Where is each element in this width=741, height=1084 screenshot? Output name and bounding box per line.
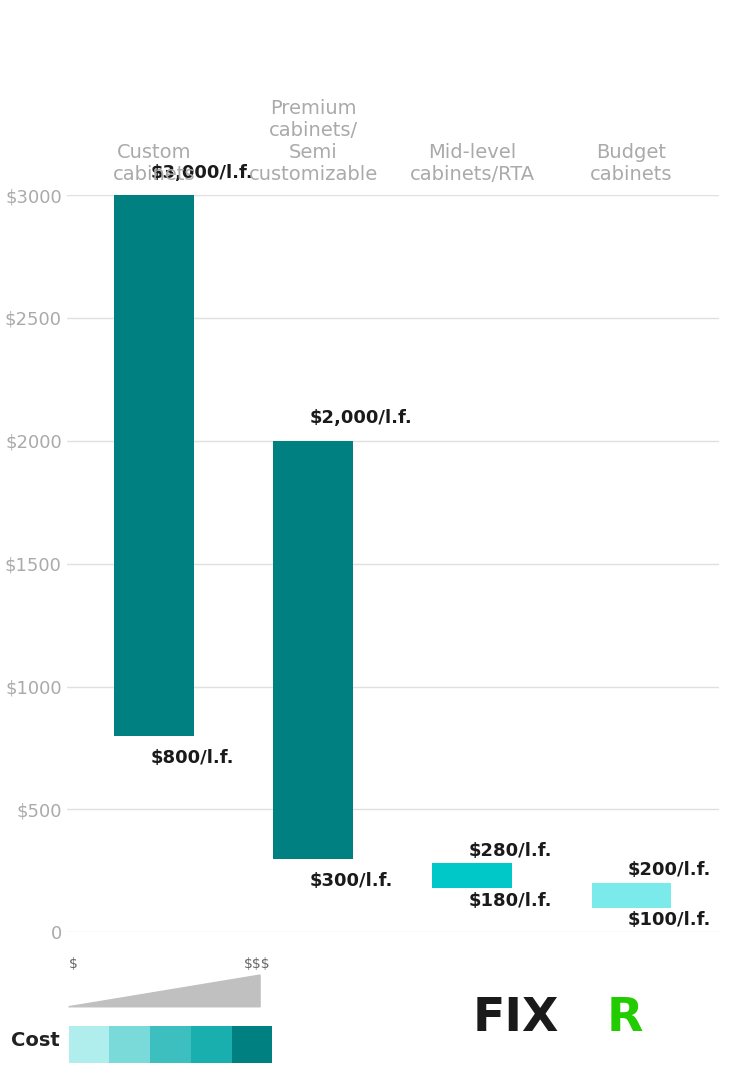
Text: R: R <box>606 996 642 1042</box>
Text: $280/l.f.: $280/l.f. <box>469 842 553 860</box>
Text: $180/l.f.: $180/l.f. <box>469 892 553 909</box>
Text: Cost: Cost <box>12 1031 60 1050</box>
Bar <box>68 1027 110 1062</box>
Text: $800/l.f.: $800/l.f. <box>151 749 234 767</box>
Bar <box>591 883 671 907</box>
Text: $$$: $$$ <box>244 957 270 971</box>
Text: FIX: FIX <box>473 996 559 1042</box>
Bar <box>114 195 194 736</box>
Text: Premium
cabinets/
Semi
customizable: Premium cabinets/ Semi customizable <box>248 100 378 184</box>
Text: $2,000/l.f.: $2,000/l.f. <box>310 410 413 427</box>
Bar <box>433 864 512 888</box>
Text: $100/l.f.: $100/l.f. <box>628 912 711 929</box>
Bar <box>231 1027 273 1062</box>
Bar <box>191 1027 231 1062</box>
Text: $: $ <box>68 957 77 971</box>
Bar <box>273 441 353 859</box>
Text: Budget
cabinets: Budget cabinets <box>590 143 673 184</box>
Text: Mid-level
cabinets/RTA: Mid-level cabinets/RTA <box>410 143 535 184</box>
Text: $200/l.f.: $200/l.f. <box>628 862 711 879</box>
Text: $3,000/l.f.: $3,000/l.f. <box>151 164 253 182</box>
Text: $300/l.f.: $300/l.f. <box>310 872 393 890</box>
Polygon shape <box>68 976 260 1007</box>
Text: Custom
cabinets: Custom cabinets <box>113 143 196 184</box>
Bar <box>110 1027 150 1062</box>
Bar <box>150 1027 191 1062</box>
